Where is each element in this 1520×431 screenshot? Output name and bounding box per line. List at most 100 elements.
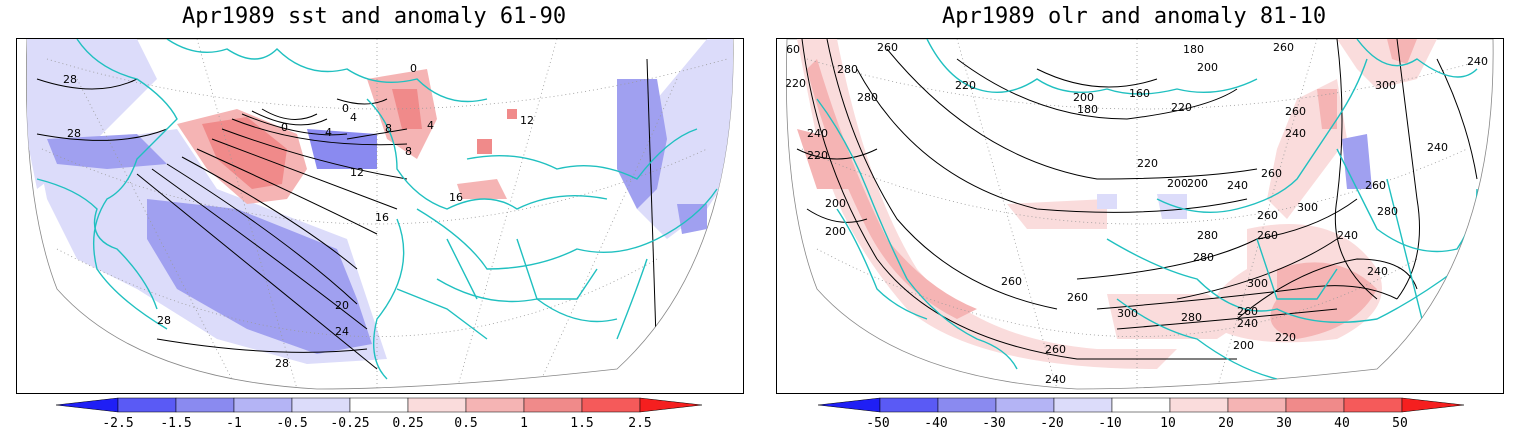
colorbar-swatch [1343, 397, 1403, 413]
contour-label: 280 [1197, 229, 1218, 242]
contour-label: 260 [1285, 105, 1306, 118]
colorbar-swatch [581, 397, 641, 413]
colorbar-swatch [233, 397, 293, 413]
contour-label: 16 [449, 191, 463, 204]
contour-label: 0 [281, 121, 288, 134]
contour-label: 260 [1365, 179, 1386, 192]
contour-label: 240 [1285, 127, 1306, 140]
contour-label: 200 [1187, 177, 1208, 190]
colorbar-swatch [465, 397, 525, 413]
contour-label: 12 [350, 166, 364, 179]
contour-label: 260 [1257, 229, 1278, 242]
colorbar-swatch [1227, 397, 1287, 413]
contour-label: 28 [157, 314, 171, 327]
colorbar-tick-label: 2.5 [628, 416, 652, 431]
colorbar-tick-label: -0.25 [330, 416, 370, 431]
contour-label: 260 [1067, 291, 1088, 304]
colorbar-tick-label: -1.5 [160, 416, 192, 431]
contour-label: 260 [1257, 209, 1278, 222]
colorbar-swatch [1285, 397, 1345, 413]
contour-label: 220 [955, 79, 976, 92]
contour-label: 8 [385, 122, 392, 135]
colorbar-tick-label: -50 [866, 416, 890, 431]
contour-label: 260 [1001, 275, 1022, 288]
colorbar-tick-label: 1 [520, 416, 528, 431]
contour-label: 4 [325, 126, 332, 139]
contour-label: 220 [1171, 101, 1192, 114]
colorbar-tick-label: 30 [1276, 416, 1292, 431]
colorbar-arrow-low [55, 397, 119, 413]
colorbar-swatch [117, 397, 177, 413]
colorbar-arrow-low [817, 397, 881, 413]
colorbar-tick-label: 50 [1392, 416, 1408, 431]
colorbar-swatch [407, 397, 467, 413]
contour-label: 260 [1045, 343, 1066, 356]
contour-label: 28 [63, 73, 77, 86]
contour-label: 280 [857, 91, 878, 104]
contour-label: 300 [1297, 201, 1318, 214]
contour-label: 280 [1377, 205, 1398, 218]
colorbar-swatch [995, 397, 1055, 413]
contour-label: 220 [807, 149, 828, 162]
contour-label: 200 [1073, 91, 1094, 104]
contour-label: 160 [1129, 87, 1150, 100]
sst-panel-title: Apr1989 sst and anomaly 61-90 [182, 4, 567, 29]
colorbar-tick-label: -2.5 [102, 416, 134, 431]
contour-label: 220 [1275, 331, 1296, 344]
colorbar-swatch [291, 397, 351, 413]
contour-label: 280 [837, 63, 858, 76]
contour-label: 12 [520, 114, 534, 127]
contour-label: 28 [275, 357, 289, 370]
sst-anomaly-map[interactable]: 28 28 28 28 24 20 16 12 8 4 4 0 0 0 4 8 … [16, 38, 744, 394]
colorbar-swatch [175, 397, 235, 413]
olr-anomaly-map[interactable]: 260 280 260 220 180 200 160 180 220 200 … [776, 38, 1504, 394]
contour-label: 180 [1183, 43, 1204, 56]
contour-label: 200 [1167, 177, 1188, 190]
contour-label: 8 [405, 145, 412, 158]
olr-panel-title: Apr1989 olr and anomaly 81-10 [942, 4, 1327, 29]
contour-label: 24 [335, 325, 349, 338]
contour-label: 0 [410, 62, 417, 75]
contour-label: 200 [825, 225, 846, 238]
contour-label: 180 [1077, 103, 1098, 116]
contour-label: 260 [779, 43, 800, 56]
colorbar-tick-label: -1 [226, 416, 242, 431]
colorbar-arrow-high [639, 397, 703, 413]
contour-label: 16 [375, 211, 389, 224]
colorbar-swatch [937, 397, 997, 413]
contour-label: 200 [825, 197, 846, 210]
colorbar-tick-label: 0.25 [392, 416, 424, 431]
colorbar-tick-label: -20 [1040, 416, 1064, 431]
contour-label: 4 [350, 111, 357, 124]
colorbar-tick-label: 20 [1218, 416, 1234, 431]
contour-label: 300 [1117, 307, 1138, 320]
colorbar-tick-label: 40 [1334, 416, 1350, 431]
colorbar-tick-label: -40 [924, 416, 948, 431]
colorbar-tick-label: -0.5 [276, 416, 308, 431]
sst-colorbar [55, 397, 703, 413]
contour-label: 240 [1337, 229, 1358, 242]
contour-label: 4 [427, 119, 434, 132]
colorbar-tick-label: 1.5 [570, 416, 594, 431]
contour-label: 280 [1193, 251, 1214, 264]
colorbar-swatch [879, 397, 939, 413]
contour-label: 300 [1375, 79, 1396, 92]
contour-label: 240 [1227, 179, 1248, 192]
contour-label: 200 [1233, 339, 1254, 352]
colorbar-tick-label: 0.5 [454, 416, 478, 431]
contour-label: 280 [1181, 311, 1202, 324]
contour-label: 260 [877, 41, 898, 54]
contour-label: 200 [1197, 61, 1218, 74]
olr-colorbar [817, 397, 1465, 413]
contour-label: 260 [1273, 41, 1294, 54]
colorbar-swatch [1111, 397, 1171, 413]
colorbar-tick-label: -10 [1098, 416, 1122, 431]
contour-label: 240 [1045, 373, 1066, 386]
contour-label: 260 [1237, 305, 1258, 318]
colorbar-swatch [349, 397, 409, 413]
contour-label: 300 [1247, 277, 1268, 290]
contour-label: 220 [785, 77, 806, 90]
colorbar-swatch [523, 397, 583, 413]
contour-label: 240 [1467, 55, 1488, 68]
colorbar-tick-label: 10 [1160, 416, 1176, 431]
